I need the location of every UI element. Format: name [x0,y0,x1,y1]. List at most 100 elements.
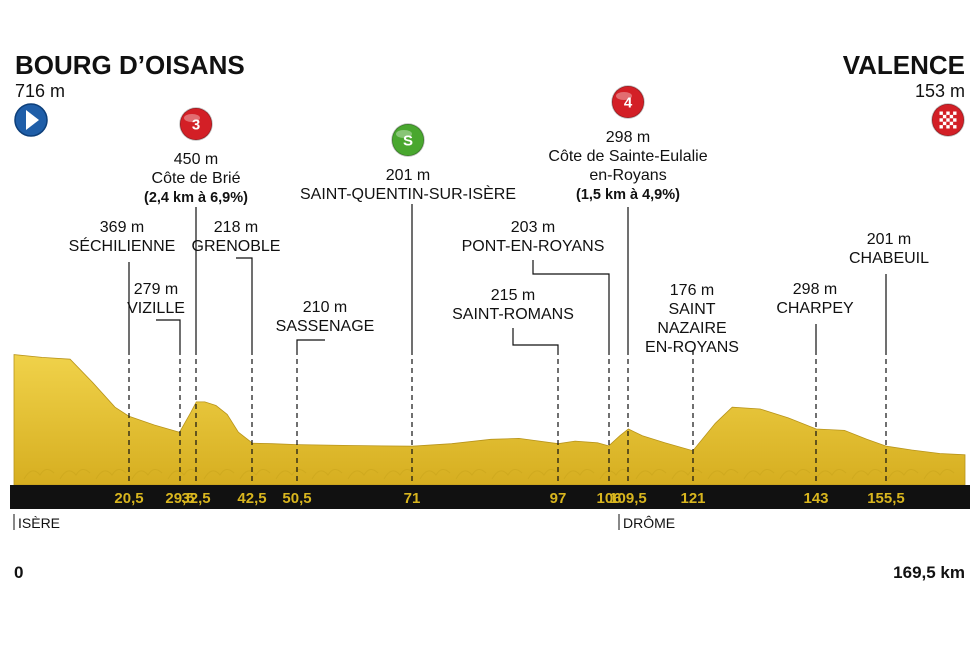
terrain-texture [347,469,379,480]
waypoint-10-line-1: CHARPEY [776,300,854,317]
waypoint-7-line-0: 203 m [511,219,555,236]
climb-badge-2-icon: 3 [179,107,213,141]
terrain-texture [635,469,667,480]
finish-city: VALENCE [843,50,965,80]
terrain-texture [779,469,811,480]
waypoint-9-line-2: NAZAIRE [657,320,726,337]
km-label-0: 20,5 [114,490,143,507]
finish-block: VALENCE 153 m [843,50,965,137]
terrain-texture [491,469,523,480]
waypoint-11-line-0: 201 m [867,231,911,248]
waypoint-10-line-0: 298 m [793,281,837,298]
terrain-texture [527,469,559,480]
leader-solid-1 [156,319,181,350]
finish-flag-icon [931,103,965,137]
finish-altitude: 153 m [915,81,965,101]
waypoint-3-line-0: 218 m [214,219,258,236]
profile-layer [13,354,966,486]
waypoint-0-line-1: SÉCHILIENNE [69,236,176,255]
waypoint-8-line-0: 298 m [606,129,650,146]
waypoint-2-line-1: Côte de Brié [152,170,241,187]
waypoint-9-line-1: SAINT [668,301,715,318]
km-label-10: 143 [803,490,828,507]
waypoint-4-line-0: 210 m [303,299,347,316]
terrain-texture [275,469,307,480]
terrain-texture [455,469,487,480]
waypoint-5-line-0: 201 m [386,167,430,184]
terrain-texture [599,469,631,480]
km-label-4: 50,5 [282,490,311,507]
waypoint-4-line-1: SASSENAGE [276,318,375,335]
km-label-7: 106 [596,490,621,507]
start-arrow-icon [14,103,48,137]
climb-badge-5-icon: S [391,123,425,157]
distance-start-label: 0 [14,563,23,582]
waypoint-8-line-1: Côte de Sainte-Eulalie [548,148,707,165]
waypoint-9-line-3: EN-ROYANS [645,339,739,356]
waypoint-1-line-1: VIZILLE [127,300,185,317]
start-altitude: 716 m [15,81,65,101]
terrain-texture [707,469,739,480]
terrain-texture [383,469,415,480]
waypoint-11-line-1: CHABEUIL [849,250,929,267]
terrain-texture [851,469,883,480]
terrain-texture [167,469,199,480]
terrain-texture [815,469,847,480]
waypoint-2-line-0: 450 m [174,151,218,168]
region-label-drome: DRÔME [623,515,675,531]
climb-badge-8-text: 4 [624,95,633,112]
waypoint-8-line-2: en-Royans [589,167,666,184]
climb-badge-5-text: S [403,133,413,150]
start-city: BOURG D’OISANS [15,50,245,80]
km-label-3: 42,5 [237,490,266,507]
terrain-texture [131,469,163,480]
waypoint-8-line-3: (1,5 km à 4,9%) [576,187,680,203]
region-label-isere: ISÈRE [18,515,60,531]
waypoint-6-line-1: SAINT-ROMANS [452,306,574,323]
waypoint-7-line-1: PONT-EN-ROYANS [462,238,605,255]
waypoint-1-line-0: 279 m [134,281,178,298]
leader-solid-6 [512,328,559,350]
leader-solid-4 [296,339,325,350]
km-label-1: 29,5 [165,490,194,507]
terrain-texture [203,469,235,480]
terrain-texture [671,469,703,480]
climb-badge-2-text: 3 [192,117,200,134]
terrain-area [13,354,966,486]
waypoint-5-line-1: SAINT-QUENTIN-SUR-ISÈRE [300,184,516,203]
terrain-texture [563,469,595,480]
start-block: BOURG D’OISANS 716 m [14,50,245,137]
terrain-texture [743,469,775,480]
leader-solid-7 [532,260,610,350]
km-label-2: 32,5 [181,490,210,507]
terrain-texture [887,469,919,480]
waypoint-3-line-1: GRENOBLE [192,238,281,255]
km-label-5: 71 [404,490,421,507]
waypoint-0-line-0: 369 m [100,219,144,236]
waypoint-2-line-2: (2,4 km à 6,9%) [144,190,248,206]
terrain-texture [239,469,271,480]
leader-solid-3 [236,257,253,350]
terrain-texture [59,469,91,480]
waypoint-6-line-0: 215 m [491,287,535,304]
km-label-8: 109,5 [609,490,647,507]
km-label-9: 121 [680,490,705,507]
terrain-texture [419,469,451,480]
waypoint-9-line-0: 176 m [670,282,714,299]
leader-lines [128,204,887,485]
distance-end-label: 169,5 km [893,563,965,582]
terrain-texture [23,469,55,480]
distance-band-bar [10,485,970,509]
climb-badge-8-icon: 4 [611,85,645,119]
km-label-11: 155,5 [867,490,905,507]
region-markers: ISÈRE DRÔME [13,514,675,531]
terrain-texture [923,469,955,480]
terrain-texture [95,469,127,480]
terrain-texture [311,469,343,480]
km-label-6: 97 [550,490,567,507]
climb-badges: 3 S 4 [179,85,645,157]
